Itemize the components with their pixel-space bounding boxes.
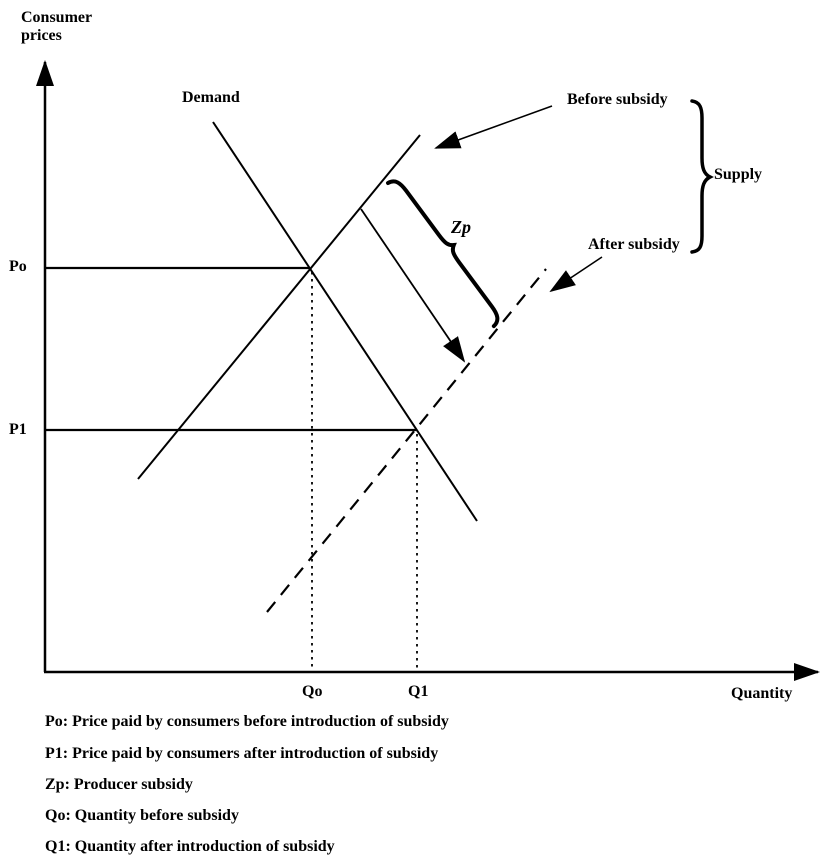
y-axis-label-line2: prices xyxy=(21,27,62,45)
po-tick-label: Po xyxy=(9,258,27,275)
supply-brace xyxy=(690,99,714,254)
supply-before-curve xyxy=(137,134,421,480)
qo-tick-label: Qo xyxy=(302,683,323,700)
after-subsidy-label: After subsidy xyxy=(588,236,680,253)
legend-item-zp: Zp: Producer subsidy xyxy=(45,776,193,793)
zp-brace xyxy=(386,179,500,329)
legend-item-qo: Qo: Quantity before subsidy xyxy=(45,807,239,824)
demand-label: Demand xyxy=(182,89,240,106)
zp-subsidy-arrow xyxy=(360,208,466,363)
after-subsidy-pointer-arrow xyxy=(549,256,603,293)
supply-after-curve xyxy=(266,268,547,613)
q1-tick-label: Q1 xyxy=(408,683,429,700)
x-axis-label: Quantity xyxy=(731,685,793,702)
before-subsidy-pointer-arrow xyxy=(434,105,553,149)
legend-item-q1: Q1: Quantity after introduction of subsi… xyxy=(45,838,335,855)
y-axis-label: Consumer prices xyxy=(21,9,92,46)
demand-curve xyxy=(212,121,478,522)
legend-item-po: Po: Price paid by consumers before intro… xyxy=(45,713,449,730)
before-subsidy-label: Before subsidy xyxy=(567,91,668,108)
legend-item-p1: P1: Price paid by consumers after introd… xyxy=(45,745,439,762)
zp-label: Zp xyxy=(451,217,471,237)
supply-label: Supply xyxy=(714,166,763,183)
y-axis-label-line1: Consumer xyxy=(21,9,93,26)
p1-tick-label: P1 xyxy=(9,421,27,438)
